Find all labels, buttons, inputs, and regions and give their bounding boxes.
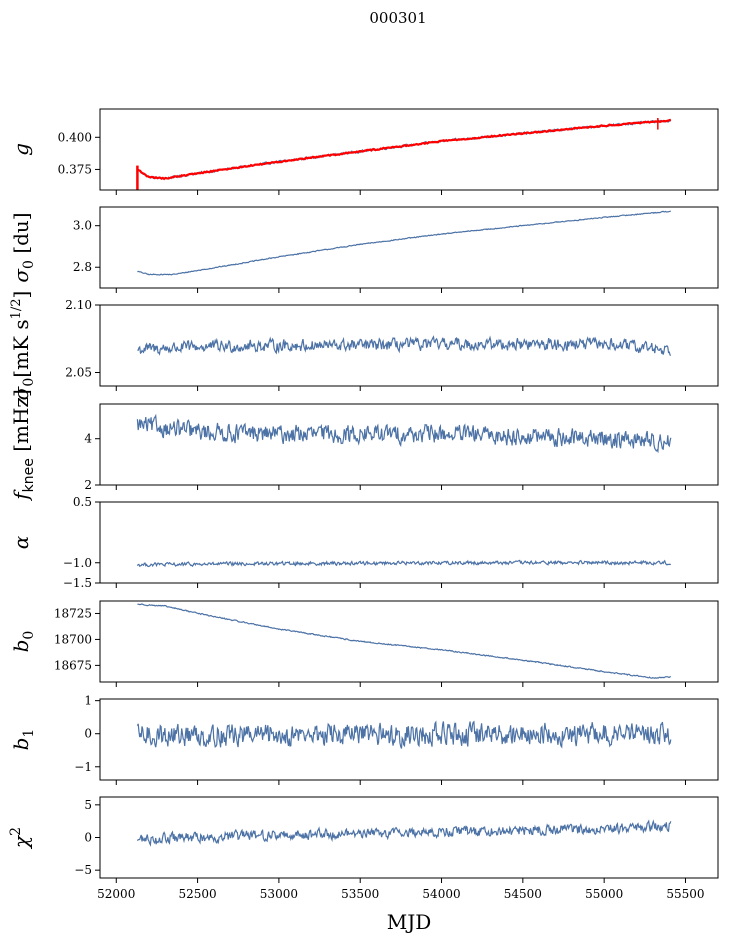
fit-overlay-line bbox=[136, 118, 672, 181]
y-axis-label: χ2 bbox=[8, 827, 33, 850]
x-tick-label: 52000 bbox=[97, 887, 135, 901]
figure-title: 000301 bbox=[369, 9, 426, 27]
series-line bbox=[137, 210, 671, 276]
series-line bbox=[137, 603, 672, 679]
y-tick-label: 2.8 bbox=[73, 260, 92, 274]
axes-frame bbox=[99, 206, 719, 289]
x-tick-label: 54500 bbox=[504, 887, 542, 901]
y-tick-label: 3.0 bbox=[73, 219, 92, 233]
y-tick-label: −1 bbox=[74, 760, 92, 774]
y-tick-label: 4 bbox=[84, 432, 92, 446]
x-axis-label: MJD bbox=[387, 910, 432, 934]
chart-panel: 2.05 2.10 σ0[mK s1/2] bbox=[9, 291, 719, 401]
y-axis-label: b1 bbox=[9, 729, 37, 751]
chart-panel: 0.375 0.400 g bbox=[9, 108, 719, 195]
chart-panel: −1.5 −1.0 0.5 α bbox=[9, 495, 719, 590]
y-tick-label: 2.05 bbox=[65, 366, 92, 380]
axes-frame bbox=[99, 403, 719, 486]
x-tick-label: 55500 bbox=[666, 887, 704, 901]
axes-frame bbox=[99, 108, 719, 191]
y-tick-label: 2 bbox=[84, 478, 92, 492]
y-axis-label: b0 bbox=[9, 631, 37, 653]
y-tick-label: 0 bbox=[84, 727, 92, 741]
axes-frame bbox=[99, 698, 719, 781]
y-axis-label: g bbox=[9, 143, 33, 156]
y-tick-label: 18725 bbox=[54, 606, 92, 620]
series-line bbox=[136, 413, 672, 454]
series-line bbox=[136, 720, 672, 749]
x-tick-label: 54000 bbox=[422, 887, 460, 901]
series-line bbox=[137, 335, 672, 356]
y-tick-label: 18700 bbox=[54, 632, 92, 646]
y-tick-label: 0 bbox=[84, 831, 92, 845]
chart-panel: 2 4 fknee [mHz] bbox=[9, 389, 719, 502]
panels: 0.375 0.400 g 2.8 3.0 σ0 [du] 2.05 2.10 σ0[mK s1… bbox=[8, 108, 719, 901]
x-tick-label: 52500 bbox=[178, 887, 216, 901]
y-tick-label: 5 bbox=[84, 798, 92, 812]
axes-frame bbox=[99, 304, 719, 387]
y-tick-label: −1.5 bbox=[63, 576, 92, 590]
series-line bbox=[136, 819, 672, 847]
y-tick-label: 2.10 bbox=[65, 298, 92, 312]
y-tick-label: −5 bbox=[74, 863, 92, 877]
y-axis-label: σ0 [du] bbox=[9, 212, 37, 282]
x-tick-label: 53500 bbox=[341, 887, 379, 901]
y-tick-label: 0.5 bbox=[73, 495, 92, 509]
y-tick-label: 0.400 bbox=[58, 130, 92, 144]
x-tick-label: 53000 bbox=[260, 887, 298, 901]
chart-panel: 2.8 3.0 σ0 [du] bbox=[9, 206, 719, 293]
y-axis-label: fknee [mHz] bbox=[9, 389, 37, 502]
axes-frame bbox=[99, 600, 719, 683]
y-tick-label: 18675 bbox=[54, 658, 92, 672]
y-tick-label: 1 bbox=[84, 694, 92, 708]
chart-panel: −5 0 5 52000 52500 53000 53500 54000 54500 55000 5… bbox=[8, 796, 719, 901]
axes-frame bbox=[99, 501, 719, 584]
chart-panel: −1 0 1 b1 bbox=[9, 694, 719, 785]
series-line bbox=[136, 559, 672, 568]
x-tick-label: 55000 bbox=[585, 887, 623, 901]
y-tick-label: −1.0 bbox=[63, 556, 92, 570]
y-tick-label: 0.375 bbox=[58, 162, 92, 176]
y-axis-label: α bbox=[9, 535, 33, 549]
y-axis-label: σ0[mK s1/2] bbox=[9, 291, 37, 401]
chart-panel: 18675 18700 18725 b0 bbox=[9, 600, 719, 687]
